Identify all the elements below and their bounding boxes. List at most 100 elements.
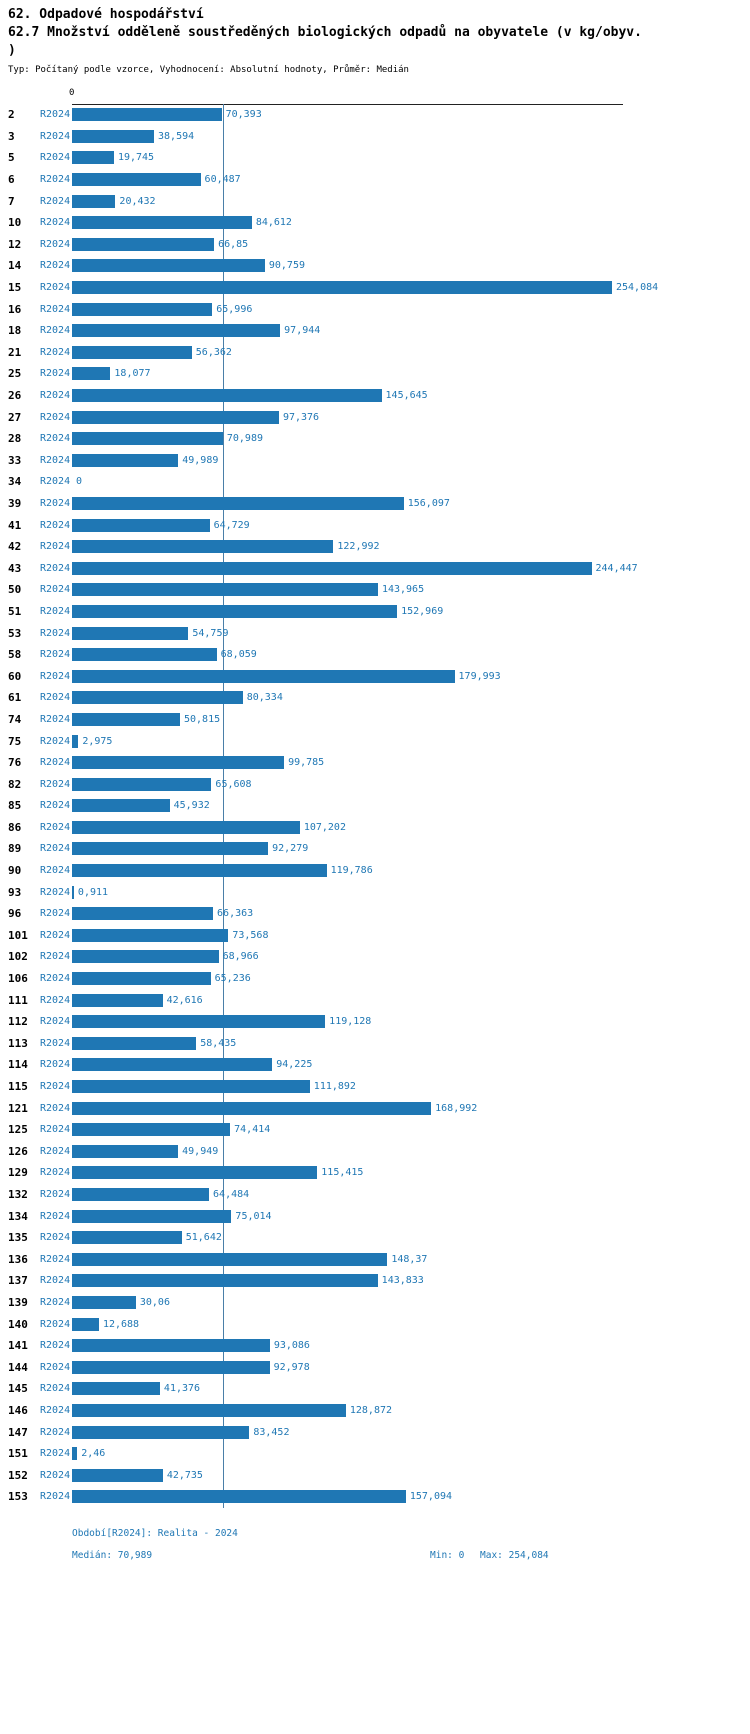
series-label[interactable]: R2024 [40, 605, 71, 617]
series-label[interactable]: R2024 [40, 865, 71, 877]
series-label[interactable]: R2024 [40, 800, 71, 812]
bar[interactable] [72, 173, 201, 187]
bar[interactable] [72, 1295, 136, 1309]
bar[interactable] [72, 1403, 346, 1417]
series-label[interactable]: R2024 [40, 1426, 71, 1438]
bar[interactable] [72, 216, 252, 230]
series-label[interactable]: R2024 [40, 994, 71, 1006]
bar[interactable] [72, 1252, 388, 1266]
bar[interactable] [72, 237, 215, 251]
series-label[interactable]: R2024 [40, 1210, 71, 1222]
series-label[interactable]: R2024 [40, 843, 71, 855]
bar[interactable] [72, 1447, 78, 1461]
series-label[interactable]: R2024 [40, 627, 71, 639]
series-label[interactable]: R2024 [40, 1253, 71, 1265]
bar[interactable] [72, 1231, 182, 1245]
series-label[interactable]: R2024 [40, 411, 71, 423]
series-label[interactable]: R2024 [40, 1232, 71, 1244]
series-label[interactable]: R2024 [40, 713, 71, 725]
series-label[interactable]: R2024 [40, 1059, 71, 1071]
series-label[interactable]: R2024 [40, 821, 71, 833]
bar[interactable] [72, 389, 382, 403]
series-label[interactable]: R2024 [40, 1383, 71, 1395]
series-label[interactable]: R2024 [40, 1296, 71, 1308]
series-label[interactable]: R2024 [40, 174, 71, 186]
series-label[interactable]: R2024 [40, 1340, 71, 1352]
series-label[interactable]: R2024 [40, 1491, 71, 1503]
bar[interactable] [72, 1490, 406, 1504]
bar[interactable] [72, 151, 114, 165]
series-label[interactable]: R2024 [40, 1124, 71, 1136]
series-label[interactable]: R2024 [40, 1081, 71, 1093]
bar[interactable] [72, 1317, 99, 1331]
series-label[interactable]: R2024 [40, 562, 71, 574]
series-label[interactable]: R2024 [40, 130, 71, 142]
series-label[interactable]: R2024 [40, 1448, 71, 1460]
bar[interactable] [72, 1015, 326, 1029]
series-label[interactable]: R2024 [40, 1016, 71, 1028]
series-label[interactable]: R2024 [40, 1469, 71, 1481]
bar[interactable] [72, 583, 378, 597]
bar[interactable] [72, 842, 269, 856]
bar[interactable] [72, 993, 163, 1007]
series-label[interactable]: R2024 [40, 1404, 71, 1416]
bar[interactable] [72, 1468, 163, 1482]
bar[interactable] [72, 626, 189, 640]
series-label[interactable]: R2024 [40, 390, 71, 402]
series-label[interactable]: R2024 [40, 951, 71, 963]
bar[interactable] [72, 885, 74, 899]
bar[interactable] [72, 1339, 270, 1353]
series-label[interactable]: R2024 [40, 454, 71, 466]
bar[interactable] [72, 691, 243, 705]
bar[interactable] [72, 129, 155, 143]
series-label[interactable]: R2024 [40, 692, 71, 704]
series-label[interactable]: R2024 [40, 303, 71, 315]
bar[interactable] [72, 410, 279, 424]
series-label[interactable]: R2024 [40, 886, 71, 898]
series-label[interactable]: R2024 [40, 282, 71, 294]
series-label[interactable]: R2024 [40, 238, 71, 250]
series-label[interactable]: R2024 [40, 497, 71, 509]
series-label[interactable]: R2024 [40, 1145, 71, 1157]
series-label[interactable]: R2024 [40, 368, 71, 380]
bar[interactable] [72, 1425, 250, 1439]
series-label[interactable]: R2024 [40, 152, 71, 164]
bar[interactable] [72, 518, 210, 532]
bar[interactable] [72, 367, 111, 381]
bar[interactable] [72, 928, 229, 942]
series-label[interactable]: R2024 [40, 908, 71, 920]
series-label[interactable]: R2024 [40, 260, 71, 272]
bar[interactable] [72, 669, 455, 683]
series-label[interactable]: R2024 [40, 649, 71, 661]
series-label[interactable]: R2024 [40, 325, 71, 337]
bar[interactable] [72, 799, 170, 813]
bar[interactable] [72, 561, 592, 575]
bar[interactable] [72, 324, 281, 338]
bar[interactable] [72, 259, 265, 273]
series-label[interactable]: R2024 [40, 1318, 71, 1330]
series-label[interactable]: R2024 [40, 109, 71, 121]
bar[interactable] [72, 281, 612, 295]
series-label[interactable]: R2024 [40, 1275, 71, 1287]
series-label[interactable]: R2024 [40, 584, 71, 596]
bar[interactable] [72, 1382, 160, 1396]
bar[interactable] [72, 777, 212, 791]
bar[interactable] [72, 864, 327, 878]
series-label[interactable]: R2024 [40, 195, 71, 207]
bar[interactable] [72, 972, 211, 986]
series-label[interactable]: R2024 [40, 973, 71, 985]
series-label[interactable]: R2024 [40, 541, 71, 553]
bar[interactable] [72, 1274, 378, 1288]
series-label[interactable]: R2024 [40, 1037, 71, 1049]
bar[interactable] [72, 1058, 273, 1072]
series-label[interactable]: R2024 [40, 476, 71, 488]
bar[interactable] [72, 820, 300, 834]
bar[interactable] [72, 712, 180, 726]
series-label[interactable]: R2024 [40, 217, 71, 229]
bar[interactable] [72, 345, 192, 359]
series-label[interactable]: R2024 [40, 778, 71, 790]
series-label[interactable]: R2024 [40, 433, 71, 445]
bar[interactable] [72, 194, 116, 208]
bar[interactable] [72, 1101, 432, 1115]
bar[interactable] [72, 950, 219, 964]
